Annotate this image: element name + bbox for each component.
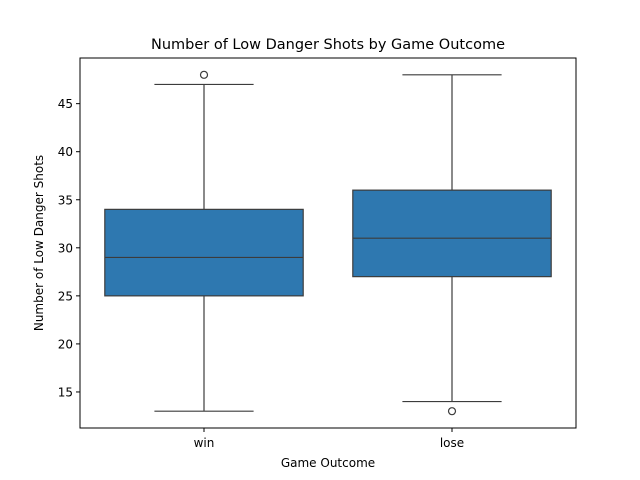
y-tick-label: 15 [58,385,73,399]
box-iqr [104,208,304,297]
x-tick-label: lose [440,436,464,450]
plot-area [104,70,552,416]
y-tick-label: 40 [58,145,73,159]
y-tick-label: 45 [58,97,73,111]
y-tick-label: 20 [58,337,73,351]
box-group-win [104,70,304,412]
y-tick-label: 30 [58,241,73,255]
box-iqr [352,189,552,278]
y-tick-label: 25 [58,289,73,303]
x-axis: win lose [194,428,464,450]
axes-frame [79,57,577,429]
y-axis-label: Number of Low Danger Shots [32,155,46,331]
chart-title: Number of Low Danger Shots by Game Outco… [151,37,505,53]
x-tick-label: win [194,436,215,450]
y-axis: 15 20 25 30 35 40 45 [58,97,80,399]
outlier-point [199,70,209,79]
box-group-lose [352,74,552,416]
y-tick-label: 35 [58,193,73,207]
x-axis-label: Game Outcome [281,456,375,470]
outlier-point [447,407,457,416]
